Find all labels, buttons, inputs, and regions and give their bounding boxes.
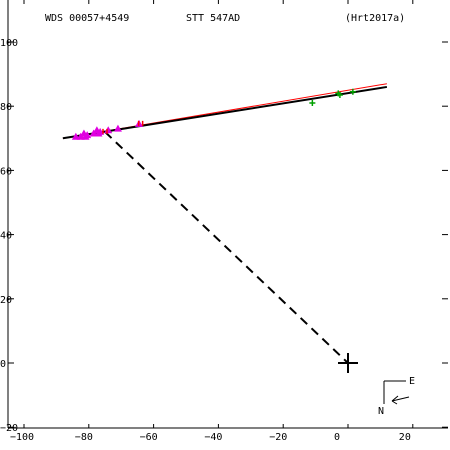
y-tick-label: 60 bbox=[0, 166, 12, 177]
x-tick-label: −20 bbox=[269, 432, 287, 443]
observation-point-magenta bbox=[83, 131, 92, 139]
wds-label: WDS 00057+4549 bbox=[45, 13, 129, 24]
observation-point-green bbox=[349, 88, 356, 95]
compass-east-label: E bbox=[409, 376, 415, 387]
x-tick-label: −80 bbox=[75, 432, 93, 443]
compass-north-label: N bbox=[378, 406, 384, 417]
observation-point-green bbox=[336, 91, 343, 98]
star-name-label: STT 547AD bbox=[186, 13, 240, 24]
y-tick-label: 100 bbox=[0, 38, 18, 49]
observation-points bbox=[71, 88, 356, 140]
x-tick-label: −100 bbox=[10, 432, 34, 443]
dashed-line-of-nodes bbox=[104, 131, 349, 364]
x-tick-label: −40 bbox=[204, 432, 222, 443]
compass-rose: E N bbox=[378, 376, 415, 417]
y-tick-label: 80 bbox=[0, 102, 12, 113]
y-tick-label: 0 bbox=[0, 359, 6, 370]
x-tick-label: 0 bbox=[334, 432, 340, 443]
motion-arrow-icon bbox=[391, 395, 410, 405]
observation-point-red bbox=[137, 120, 144, 126]
y-tick-label: 20 bbox=[0, 295, 12, 306]
observation-point-magenta bbox=[96, 127, 105, 135]
y-tick-label: 40 bbox=[0, 231, 12, 242]
y-tick-label: −20 bbox=[0, 423, 18, 434]
observation-point-magenta bbox=[104, 126, 113, 134]
observation-point-red bbox=[102, 128, 108, 134]
reference-label: (Hrt2017a) bbox=[345, 13, 405, 24]
observation-point-green bbox=[309, 99, 316, 106]
x-tick-label: −60 bbox=[140, 432, 158, 443]
x-tick-label: 20 bbox=[399, 432, 411, 443]
observation-point-magenta bbox=[113, 124, 122, 132]
